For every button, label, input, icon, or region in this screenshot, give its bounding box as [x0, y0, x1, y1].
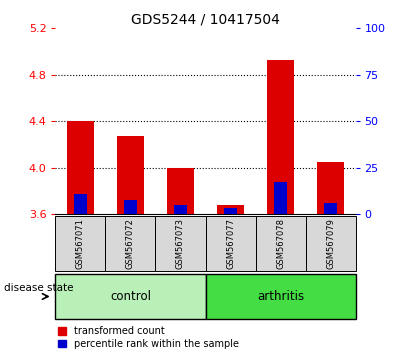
Text: GSM567071: GSM567071 — [76, 218, 85, 269]
Text: GSM567073: GSM567073 — [176, 218, 185, 269]
Legend: transformed count, percentile rank within the sample: transformed count, percentile rank withi… — [58, 326, 239, 349]
Bar — [174, 205, 187, 214]
Text: GDS5244 / 10417504: GDS5244 / 10417504 — [131, 12, 280, 27]
Bar — [167, 168, 194, 214]
Bar — [155, 216, 206, 271]
Bar — [267, 60, 294, 214]
Bar — [206, 216, 256, 271]
Bar — [124, 200, 137, 214]
Text: GSM567079: GSM567079 — [326, 218, 335, 269]
Bar — [305, 216, 356, 271]
Bar — [55, 216, 106, 271]
Bar — [274, 182, 287, 214]
Bar — [74, 194, 87, 214]
Bar — [67, 121, 94, 214]
Bar — [224, 209, 237, 214]
Bar — [217, 205, 244, 214]
Text: control: control — [110, 290, 151, 303]
Bar — [55, 274, 206, 319]
Bar — [206, 274, 356, 319]
Text: arthritis: arthritis — [257, 290, 304, 303]
Text: GSM567072: GSM567072 — [126, 218, 135, 269]
Bar — [117, 136, 144, 214]
Bar — [106, 216, 155, 271]
Text: disease state: disease state — [4, 282, 74, 293]
Text: GSM567077: GSM567077 — [226, 218, 235, 269]
Bar — [256, 216, 305, 271]
Bar — [324, 202, 337, 214]
Text: GSM567078: GSM567078 — [276, 218, 285, 269]
Bar — [317, 162, 344, 214]
